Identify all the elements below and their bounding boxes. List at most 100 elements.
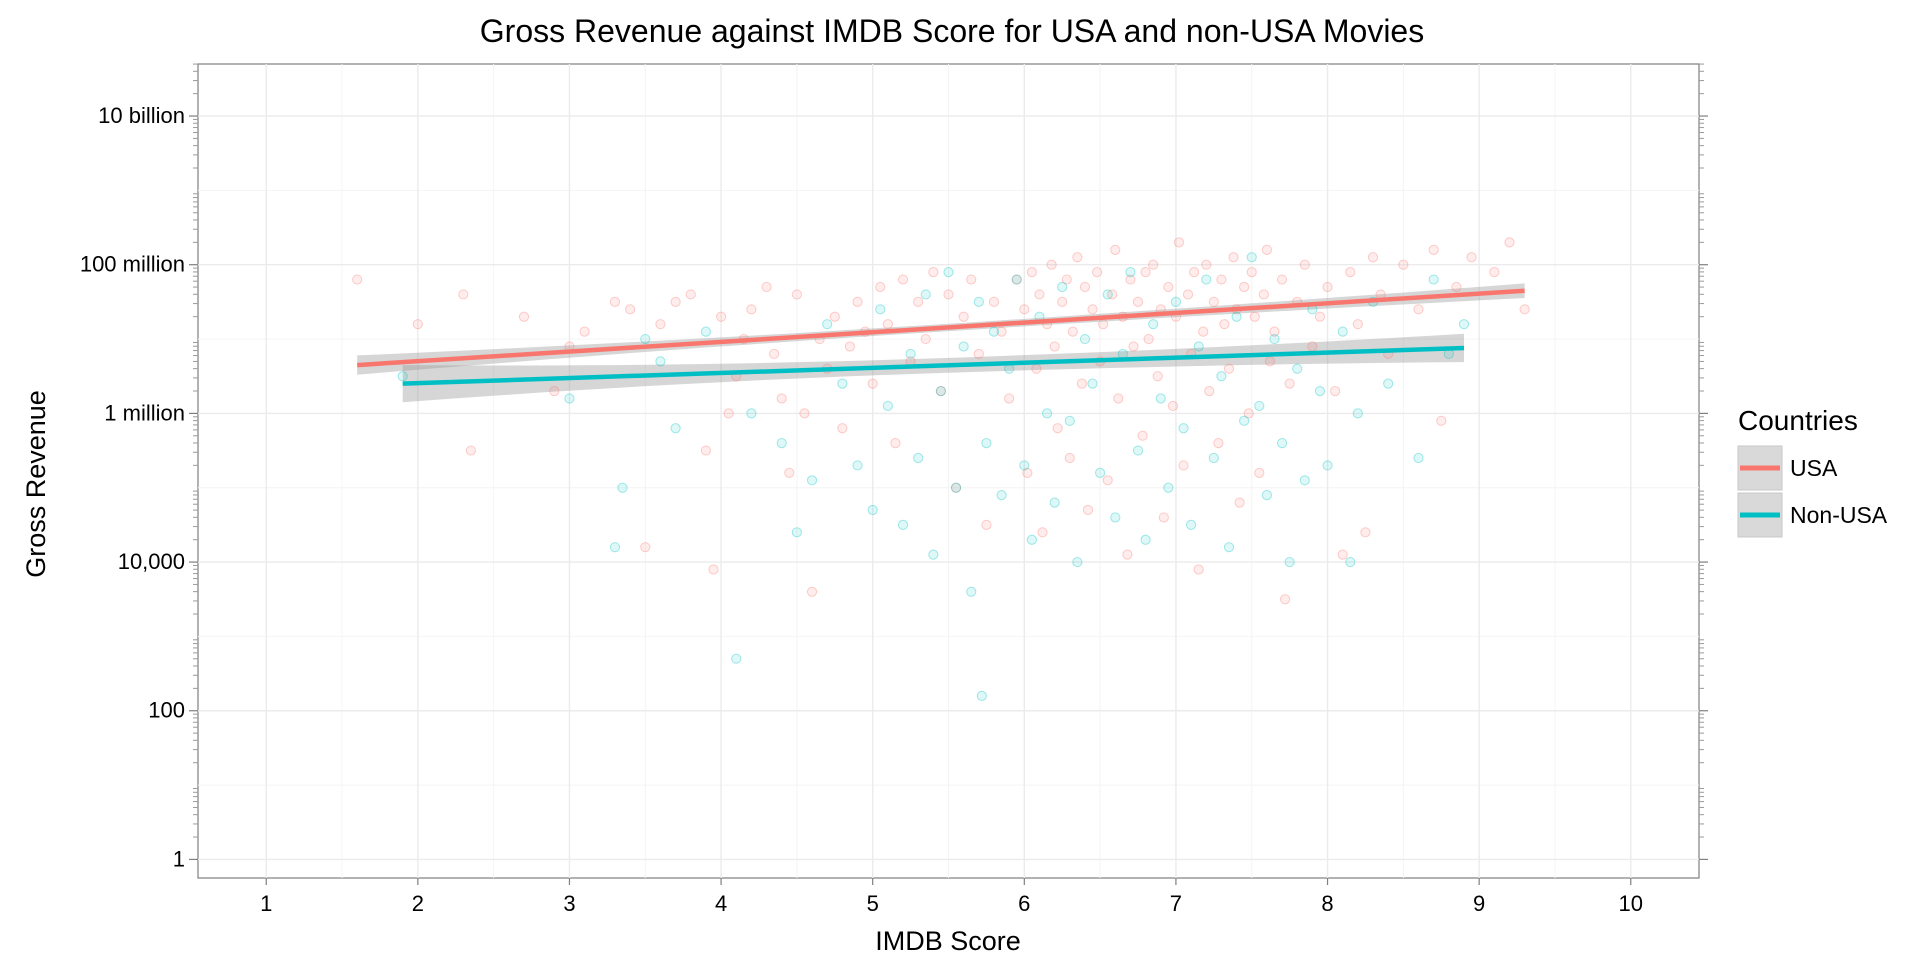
point-usa — [1322, 281, 1333, 293]
axis-ticks — [189, 63, 1708, 885]
point-usa — [950, 482, 962, 493]
point-usa — [1113, 393, 1124, 404]
point-usa — [981, 519, 992, 530]
point-usa — [1087, 304, 1098, 315]
point-usa — [1269, 326, 1280, 337]
point-usa — [791, 289, 802, 300]
point-non-usa — [655, 356, 666, 367]
point-usa — [958, 311, 969, 322]
point-non-usa — [867, 504, 878, 516]
point-usa — [412, 319, 423, 330]
point-usa — [1367, 252, 1379, 263]
point-non-usa — [958, 341, 969, 352]
point-usa — [761, 281, 772, 293]
point-usa — [352, 274, 363, 285]
point-usa — [1019, 304, 1030, 315]
point-usa — [1276, 274, 1288, 285]
point-usa — [1173, 237, 1185, 248]
point-usa — [465, 445, 477, 456]
point-usa — [943, 289, 954, 300]
point-non-usa — [1261, 490, 1272, 501]
point-usa — [1079, 281, 1091, 293]
point-usa — [928, 267, 939, 278]
point-usa — [1428, 244, 1439, 255]
point-non-usa — [1383, 378, 1394, 389]
point-usa — [609, 296, 621, 307]
point-non-usa — [1185, 519, 1197, 530]
point-usa — [890, 438, 901, 449]
point-non-usa — [564, 393, 575, 404]
point-non-usa — [882, 400, 893, 412]
point-non-usa — [397, 371, 408, 382]
y-tick-label: 100 — [148, 698, 185, 723]
point-non-usa — [617, 482, 628, 493]
point-non-usa — [1413, 452, 1424, 464]
point-non-usa — [1231, 311, 1242, 322]
point-non-usa — [1193, 341, 1204, 352]
major-grid — [198, 64, 1699, 878]
point-usa — [1137, 430, 1148, 441]
point-usa — [458, 289, 469, 300]
point-non-usa — [1110, 512, 1121, 523]
point-usa — [1249, 311, 1260, 322]
point-usa — [875, 281, 886, 293]
point-usa — [806, 586, 818, 597]
point-usa — [829, 311, 840, 322]
y-tick-label: 1 — [173, 846, 185, 871]
point-non-usa — [1352, 408, 1363, 419]
point-usa — [1223, 363, 1235, 374]
minor-grid — [198, 64, 1699, 878]
legend-title: Countries — [1738, 405, 1858, 436]
point-non-usa — [1254, 400, 1265, 412]
point-non-usa — [1299, 475, 1310, 486]
y-tick-label: 10 billion — [98, 103, 185, 128]
point-non-usa — [670, 423, 681, 434]
x-axis-title: IMDB Score — [875, 926, 1021, 956]
x-tick-label: 6 — [1018, 891, 1030, 916]
point-usa — [799, 408, 810, 419]
legend-entry-non-usa: Non-USA — [1737, 492, 1888, 538]
point-usa — [1061, 274, 1072, 285]
point-non-usa — [920, 289, 931, 300]
point-usa — [776, 393, 787, 404]
point-usa — [1102, 475, 1113, 486]
point-non-usa — [976, 690, 987, 701]
point-non-usa — [875, 304, 886, 315]
legend: Countries USA Non-USA — [1737, 405, 1888, 538]
legend-entry-usa: USA — [1737, 445, 1838, 491]
point-usa — [1128, 341, 1139, 352]
point-non-usa — [1140, 534, 1151, 545]
point-non-usa — [1246, 252, 1257, 263]
point-non-usa — [1079, 333, 1091, 345]
point-usa — [1208, 296, 1219, 307]
point-usa — [1011, 274, 1022, 285]
point-usa — [988, 296, 1000, 307]
point-non-usa — [1458, 319, 1470, 330]
y-tick-labels: 1 100 10,000 1 million 100 million 10 billion — [80, 103, 185, 871]
point-usa — [1519, 304, 1530, 315]
point-non-usa — [1087, 378, 1098, 389]
point-usa — [1261, 244, 1272, 255]
point-non-usa — [746, 408, 757, 419]
point-usa — [1228, 252, 1239, 263]
point-usa — [723, 408, 734, 419]
point-usa — [1213, 438, 1224, 449]
point-non-usa — [806, 475, 818, 486]
point-non-usa — [1239, 415, 1250, 426]
point-non-usa — [988, 326, 1000, 337]
y-tick-label: 100 million — [80, 252, 185, 277]
point-usa — [1148, 259, 1159, 270]
point-usa — [746, 304, 757, 315]
point-non-usa — [852, 460, 863, 471]
point-usa — [1037, 527, 1048, 538]
point-usa — [1140, 267, 1151, 278]
point-usa — [1254, 467, 1265, 478]
legend-label-non-usa: Non-USA — [1790, 502, 1888, 528]
point-usa — [1082, 504, 1094, 516]
point-non-usa — [837, 378, 848, 389]
point-usa — [1504, 237, 1515, 248]
point-non-usa — [822, 319, 833, 330]
trend-line-non-usa — [402, 345, 1465, 386]
point-usa — [867, 378, 878, 389]
